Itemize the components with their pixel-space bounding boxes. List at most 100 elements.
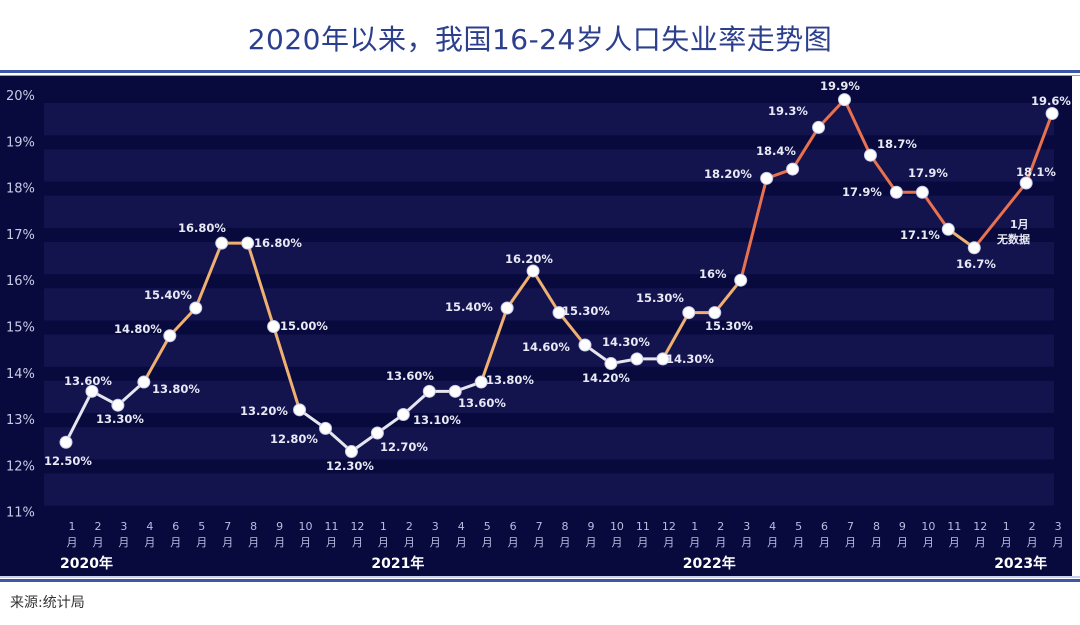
x-tick-unit: 月 xyxy=(404,536,415,549)
x-tick-label: 10 xyxy=(921,520,935,533)
x-tick-unit: 月 xyxy=(1053,536,1064,549)
data-point-marker xyxy=(319,421,332,435)
data-point-marker xyxy=(59,435,73,449)
x-tick-unit: 月 xyxy=(949,536,960,549)
line-segment xyxy=(194,242,224,309)
data-label: 14.60% xyxy=(522,340,570,354)
data-label: 15.00% xyxy=(280,319,328,333)
annotation-no-data: 无数据 xyxy=(996,232,1030,246)
x-tick-label: 11 xyxy=(636,520,650,533)
x-tick-label: 3 xyxy=(432,520,439,533)
x-tick-label: 3 xyxy=(1055,520,1062,533)
x-tick-unit: 月 xyxy=(144,536,155,549)
line-segment xyxy=(531,270,561,314)
x-tick-label: 5 xyxy=(795,520,802,533)
x-tick-unit: 月 xyxy=(586,536,597,549)
line-segment xyxy=(479,307,509,383)
data-point-marker xyxy=(111,398,125,412)
data-label: 14.30% xyxy=(602,335,650,349)
x-tick-label: 8 xyxy=(873,520,880,533)
x-tick-label: 2 xyxy=(1029,520,1036,533)
data-point-marker xyxy=(370,426,384,440)
y-tick-label: 19% xyxy=(6,135,35,150)
x-tick-label: 2 xyxy=(406,520,413,533)
x-tick-unit: 月 xyxy=(482,536,493,549)
x-tick-unit: 月 xyxy=(715,536,726,549)
x-tick-unit: 月 xyxy=(534,536,545,549)
data-point-marker xyxy=(734,273,748,287)
data-label: 16% xyxy=(699,267,727,281)
y-tick-label: 11% xyxy=(6,506,35,521)
x-tick-label: 5 xyxy=(484,520,491,533)
data-point-marker xyxy=(967,241,981,255)
data-point-marker xyxy=(1019,176,1033,190)
x-tick-unit: 月 xyxy=(819,536,830,549)
grid-band xyxy=(44,473,1054,506)
data-label: 18.7% xyxy=(877,137,917,151)
x-tick-unit: 月 xyxy=(378,536,389,549)
data-label: 12.30% xyxy=(326,459,374,473)
data-point-marker xyxy=(137,375,151,389)
data-label: 19.9% xyxy=(820,79,860,93)
x-tick-unit: 月 xyxy=(326,536,337,549)
y-tick-label: 18% xyxy=(6,182,35,197)
data-point-marker xyxy=(241,236,255,250)
x-tick-label: 4 xyxy=(769,520,776,533)
grid-band xyxy=(44,334,1054,367)
data-point-marker xyxy=(1045,107,1059,121)
data-point-marker xyxy=(500,301,514,315)
year-label: 2021年 xyxy=(371,555,424,572)
line-segment xyxy=(246,242,276,327)
data-label: 18.20% xyxy=(704,167,752,181)
x-tick-unit: 月 xyxy=(1001,536,1012,549)
data-point-marker xyxy=(786,162,800,176)
data-label: 15.30% xyxy=(705,319,753,333)
grid-band xyxy=(44,380,1054,414)
x-tick-unit: 月 xyxy=(456,536,467,549)
data-label: 12.80% xyxy=(270,432,318,446)
x-tick-unit: 月 xyxy=(67,536,78,549)
data-label: 17.1% xyxy=(900,228,940,242)
x-tick-unit: 月 xyxy=(170,536,181,549)
data-label: 18.1% xyxy=(1016,165,1056,179)
grid-band xyxy=(44,195,1054,228)
line-segment xyxy=(973,182,1028,249)
x-tick-unit: 月 xyxy=(845,536,856,549)
data-label: 12.50% xyxy=(44,454,92,468)
data-point-marker xyxy=(189,301,203,315)
x-tick-unit: 月 xyxy=(611,536,622,549)
top-divider xyxy=(0,70,1080,76)
x-tick-label: 8 xyxy=(562,520,569,533)
line-segment xyxy=(843,98,872,156)
x-tick-unit: 月 xyxy=(793,536,804,549)
data-point-marker xyxy=(838,93,851,107)
data-label: 17.9% xyxy=(908,166,948,180)
y-tick-label: 13% xyxy=(6,413,35,428)
line-segment xyxy=(739,177,769,281)
grid-band xyxy=(44,149,1054,182)
x-tick-unit: 月 xyxy=(637,536,648,549)
x-tick-unit: 月 xyxy=(222,536,233,549)
data-point-marker xyxy=(267,320,281,333)
grid-band xyxy=(44,427,1054,460)
x-tick-label: 8 xyxy=(250,520,257,533)
data-point-marker xyxy=(448,384,462,398)
x-tick-label: 4 xyxy=(458,520,465,533)
x-tick-label: 1 xyxy=(691,520,698,533)
x-tick-unit: 月 xyxy=(430,536,441,549)
y-tick-label: 20% xyxy=(6,89,35,104)
data-label: 15.40% xyxy=(144,288,192,302)
data-point-marker xyxy=(578,338,592,352)
line-segment xyxy=(791,126,820,170)
data-point-marker xyxy=(889,185,903,199)
data-point-marker xyxy=(682,306,696,320)
data-point-marker xyxy=(396,407,410,421)
x-tick-unit: 月 xyxy=(560,536,571,549)
x-tick-label: 1 xyxy=(1003,520,1010,533)
data-label: 12.70% xyxy=(380,440,428,454)
data-point-marker xyxy=(293,403,307,417)
x-tick-label: 7 xyxy=(224,520,231,533)
x-tick-label: 9 xyxy=(588,520,595,533)
grid-band xyxy=(44,288,1054,321)
data-point-marker xyxy=(604,357,618,371)
